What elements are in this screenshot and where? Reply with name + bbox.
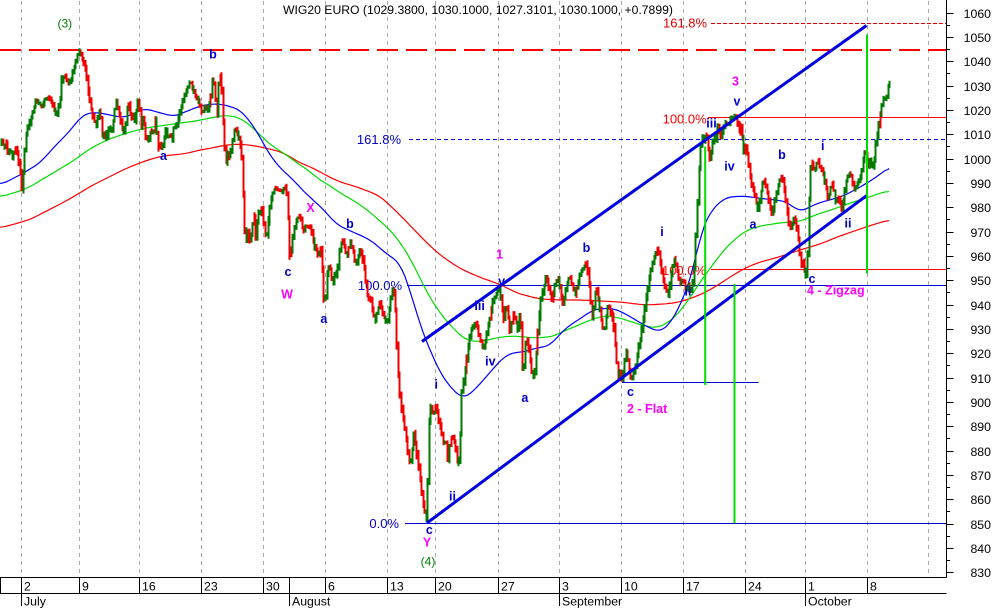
svg-text:October: October [808,595,852,609]
svg-text:b: b [209,48,217,62]
svg-text:c: c [285,265,292,279]
svg-text:1020: 1020 [964,104,992,118]
svg-text:ii: ii [845,217,852,231]
svg-text:30: 30 [266,580,280,594]
svg-text:ii: ii [449,490,456,504]
svg-text:July: July [24,595,47,609]
svg-text:27: 27 [501,580,515,594]
svg-text:980: 980 [970,201,991,215]
svg-text:990: 990 [970,177,991,191]
svg-text:1030: 1030 [964,80,992,94]
svg-text:a: a [750,218,758,232]
svg-text:August: August [292,595,331,609]
svg-text:890: 890 [970,420,991,434]
svg-text:iii: iii [706,117,716,131]
svg-text:16: 16 [142,580,156,594]
svg-text:b: b [346,217,354,231]
svg-text:0.0%: 0.0% [369,516,399,531]
svg-text:Y: Y [423,536,432,550]
svg-text:860: 860 [970,493,991,507]
svg-text:a: a [320,312,328,326]
svg-text:930: 930 [970,323,991,337]
svg-text:WIG20 EURO (1029.3800, 1030.10: WIG20 EURO (1029.3800, 1030.1000, 1027.3… [283,3,673,17]
svg-text:6: 6 [328,580,335,594]
svg-text:1: 1 [496,248,503,262]
svg-text:100.0%: 100.0% [662,263,707,278]
svg-text:3: 3 [732,75,739,89]
svg-text:870: 870 [970,469,991,483]
svg-text:a: a [521,391,529,405]
svg-text:10: 10 [624,580,638,594]
svg-text:(3): (3) [57,17,72,31]
svg-text:8: 8 [870,580,877,594]
svg-text:iv: iv [724,160,734,174]
svg-text:960: 960 [970,250,991,264]
svg-text:920: 920 [970,347,991,361]
svg-text:161.8%: 161.8% [663,16,708,31]
svg-text:1000: 1000 [964,153,992,167]
svg-text:iv: iv [485,355,495,369]
svg-text:100.0%: 100.0% [358,278,403,293]
svg-text:c: c [809,272,816,286]
svg-text:3: 3 [562,580,569,594]
svg-text:2 - Flat: 2 - Flat [627,402,668,416]
svg-text:b: b [778,148,786,162]
svg-text:2: 2 [24,580,31,594]
svg-text:i: i [660,225,663,239]
svg-text:v: v [734,94,741,108]
svg-text:20: 20 [438,580,452,594]
svg-text:9: 9 [82,580,89,594]
svg-text:100.0%: 100.0% [663,112,708,127]
svg-text:v: v [498,274,505,288]
svg-text:iii: iii [474,299,484,313]
svg-text:September: September [562,595,622,609]
svg-text:a: a [160,149,168,163]
svg-text:(4): (4) [421,555,436,569]
svg-text:161.8%: 161.8% [357,132,402,147]
svg-text:830: 830 [970,566,991,580]
svg-text:4 - Zigzag: 4 - Zigzag [807,284,865,298]
svg-text:900: 900 [970,396,991,410]
svg-text:ii: ii [685,285,692,299]
svg-text:24: 24 [748,580,762,594]
svg-text:c: c [627,385,634,399]
svg-text:W: W [281,288,293,302]
svg-text:b: b [583,241,591,255]
svg-text:970: 970 [970,226,991,240]
svg-text:1: 1 [808,580,815,594]
svg-text:i: i [821,139,824,153]
svg-text:X: X [306,201,315,215]
svg-text:940: 940 [970,299,991,313]
svg-text:i: i [435,377,438,391]
svg-text:950: 950 [970,274,991,288]
svg-text:1040: 1040 [964,55,992,69]
svg-text:c: c [426,523,433,537]
svg-text:1060: 1060 [964,7,992,21]
svg-text:1050: 1050 [964,31,992,45]
svg-text:880: 880 [970,445,991,459]
svg-text:17: 17 [686,580,700,594]
svg-text:1010: 1010 [964,128,992,142]
svg-text:13: 13 [390,580,404,594]
svg-text:850: 850 [970,518,991,532]
svg-text:840: 840 [970,542,991,556]
svg-text:23: 23 [204,580,218,594]
svg-text:910: 910 [970,372,991,386]
